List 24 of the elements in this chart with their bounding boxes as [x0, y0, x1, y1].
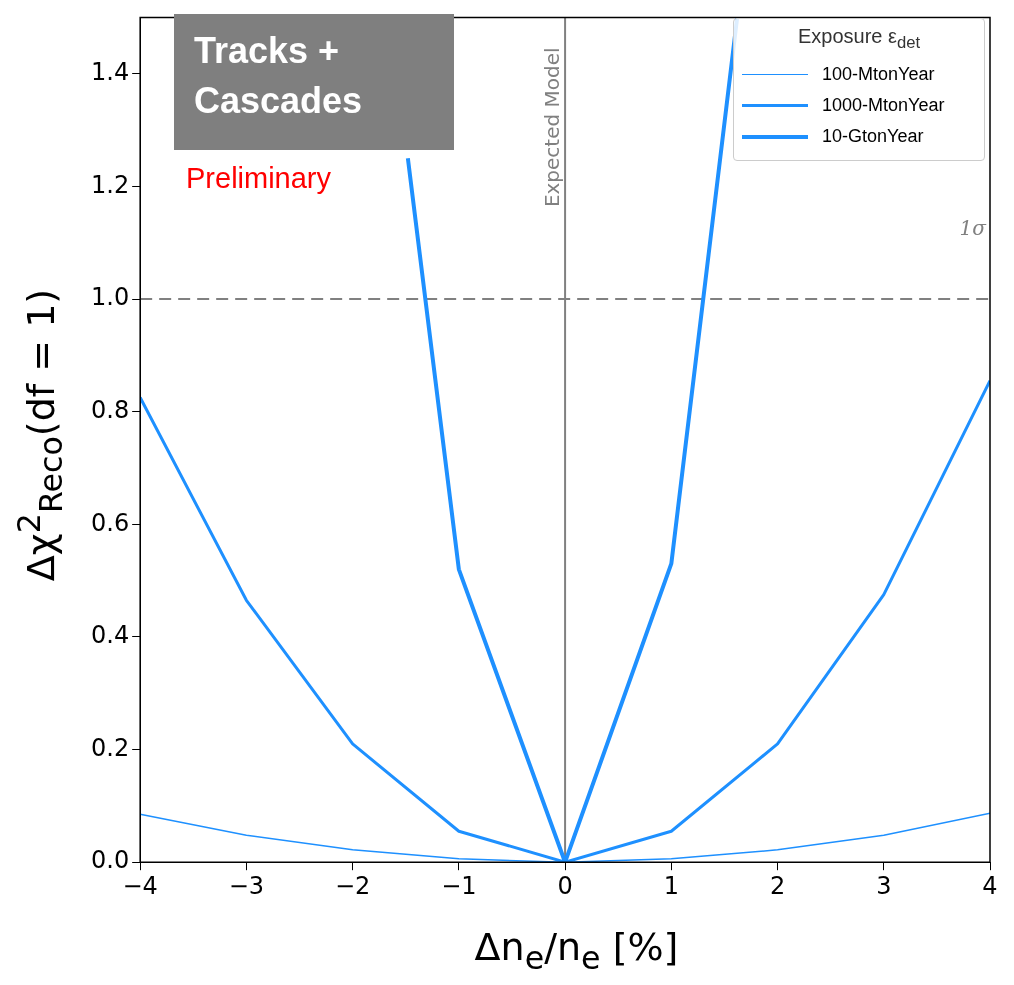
y-tick-label: 0.2 — [91, 733, 130, 762]
y-tick-label: 0.8 — [91, 395, 130, 424]
ref-line-label: 1σ — [959, 216, 988, 240]
y-tick-label: 1.0 — [91, 283, 130, 312]
x-tick-label: −1 — [441, 871, 477, 900]
y-tick-label: 0.6 — [91, 508, 130, 537]
x-tick-label: −2 — [334, 871, 371, 900]
x-tick-label: −3 — [228, 871, 265, 900]
x-tick-label: 1 — [663, 871, 679, 900]
x-tick-label: 2 — [769, 871, 786, 900]
x-tick-label: 3 — [876, 871, 892, 900]
annotation: Tracks + Cascades — [174, 14, 454, 150]
legend-title: Exposure ε$_{det}$ — [796, 25, 922, 53]
x-axis-title: Δn$_{e}$/n$_{e}$ [%] — [473, 925, 680, 976]
x-tick-label: 4 — [982, 871, 998, 900]
annotation: Preliminary — [186, 162, 332, 195]
x-tick-label: 0 — [557, 871, 573, 900]
ref-line-label: Expected Model — [540, 47, 565, 208]
legend-label: 10-GtonYear — [822, 126, 924, 147]
legend-label: 1000-MtonYear — [822, 95, 945, 116]
legend-label: 100-MtonYear — [822, 64, 935, 85]
y-tick-label: 1.4 — [91, 57, 130, 86]
y-tick-label: 0.4 — [91, 621, 130, 650]
y-tick-label: 1.2 — [91, 170, 130, 199]
